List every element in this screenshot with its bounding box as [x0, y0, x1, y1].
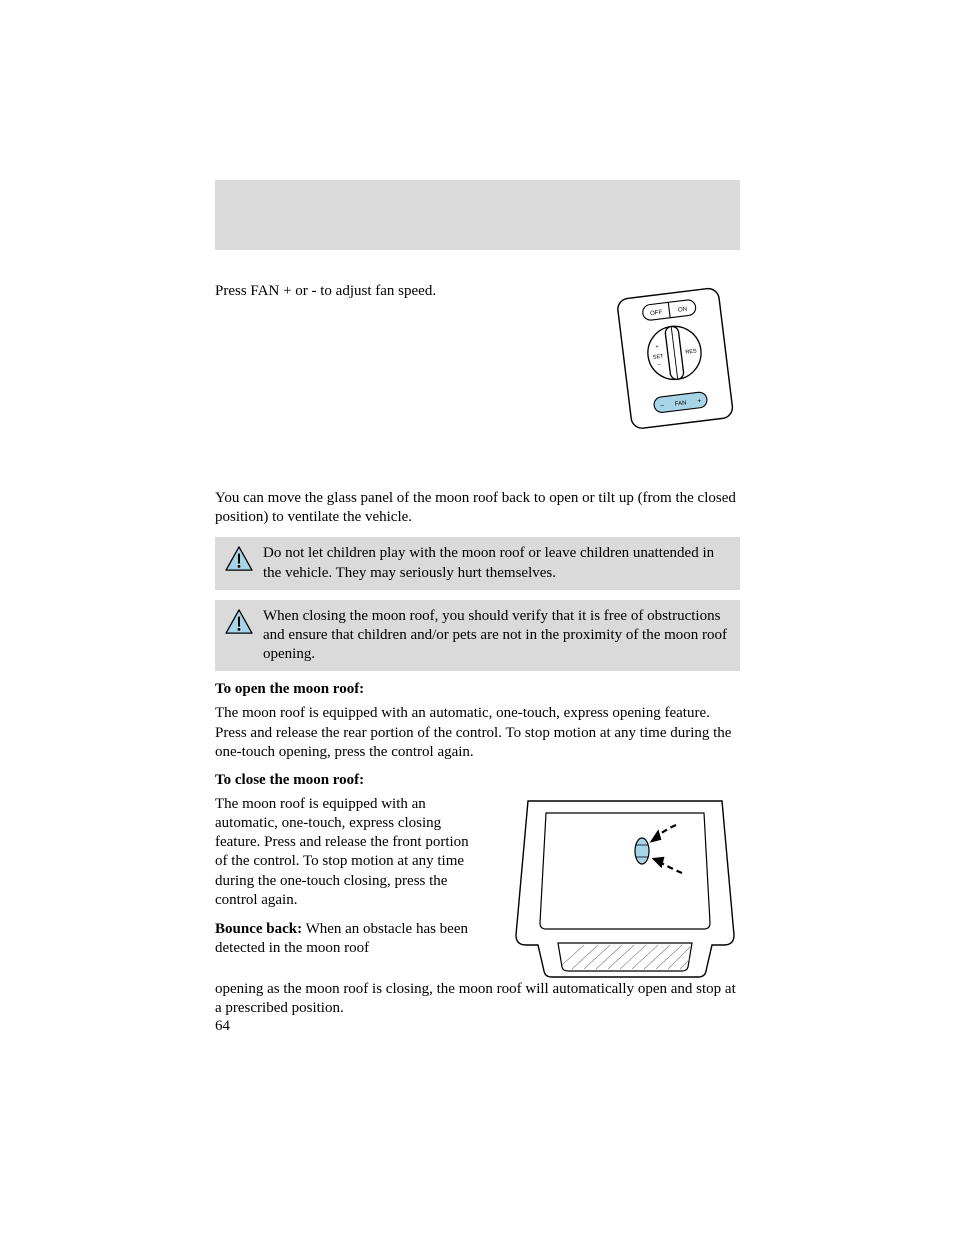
header-bar: [215, 180, 740, 250]
close-title: To close the moon roof:: [215, 772, 740, 789]
page-number: 64: [215, 1018, 230, 1035]
close-text: The moon roof is equipped with an automa…: [215, 795, 480, 910]
warning-icon: [225, 546, 253, 572]
fan-control-diagram: OFF ON + SET – RES – FAN +: [610, 282, 740, 437]
moonroof-intro: You can move the glass panel of the moon…: [215, 489, 740, 527]
warning-obstructions: When closing the moon roof, you should v…: [215, 600, 740, 672]
warning-icon: [225, 609, 253, 635]
bounce-label: Bounce back:: [215, 921, 302, 937]
close-row: The moon roof is equipped with an automa…: [215, 795, 740, 980]
warning-children-text: Do not let children play with the moon r…: [263, 544, 730, 582]
fan-label: FAN: [674, 399, 687, 407]
content-area: Press FAN + or - to adjust fan speed. OF…: [215, 282, 740, 1028]
moonroof-control-diagram: [510, 795, 740, 980]
open-title: To open the moon roof:: [215, 681, 740, 698]
bounce-line1: Bounce back: When an obstacle has been d…: [215, 920, 480, 958]
off-label: OFF: [650, 309, 663, 317]
close-text-col: The moon roof is equipped with an automa…: [215, 795, 480, 980]
warning-obstructions-text: When closing the moon roof, you should v…: [263, 607, 730, 665]
open-text: The moon roof is equipped with an automa…: [215, 704, 740, 762]
bounce-part2: opening as the moon roof is closing, the…: [215, 980, 740, 1018]
on-label: ON: [678, 306, 688, 314]
fan-intro-row: Press FAN + or - to adjust fan speed. OF…: [215, 282, 740, 437]
warning-children: Do not let children play with the moon r…: [215, 537, 740, 589]
fan-intro-text: Press FAN + or - to adjust fan speed.: [215, 282, 455, 437]
